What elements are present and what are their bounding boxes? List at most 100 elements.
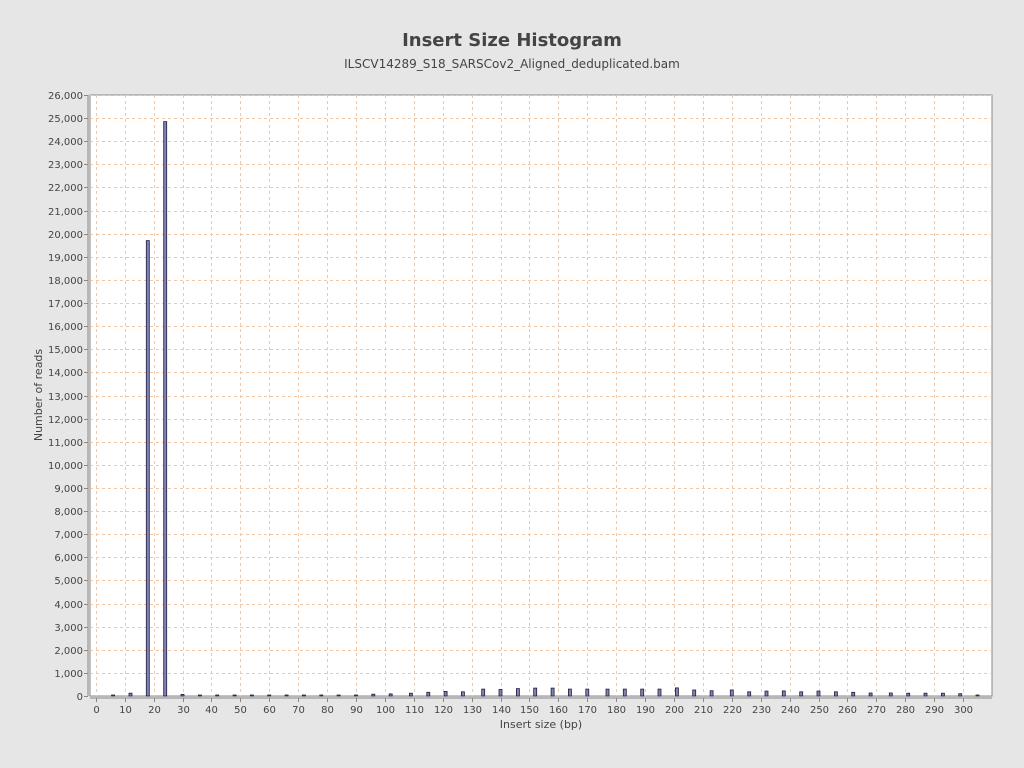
histogram-bar <box>729 689 734 697</box>
y-tick-label: 8,000 <box>54 507 83 518</box>
x-tick-label: 120 <box>434 705 453 716</box>
histogram-bar <box>657 688 662 697</box>
y-tick-label: 25,000 <box>48 114 83 125</box>
histogram-bar <box>747 691 752 697</box>
y-tick-label: 21,000 <box>48 207 83 218</box>
x-tick-label: 0 <box>93 705 99 716</box>
x-tick-label: 20 <box>148 705 161 716</box>
histogram-bar <box>481 688 486 697</box>
y-tick-label: 0 <box>77 692 83 703</box>
x-tick-label: 280 <box>896 705 915 716</box>
histogram-bar <box>975 694 980 697</box>
histogram-bar <box>923 692 928 697</box>
y-tick-label: 6,000 <box>54 553 83 564</box>
histogram-bar <box>622 688 627 697</box>
x-tick-label: 100 <box>376 705 395 716</box>
y-tick-label: 3,000 <box>54 623 83 634</box>
x-tick-label: 140 <box>492 705 511 716</box>
y-tick-label: 17,000 <box>48 299 83 310</box>
x-tick-label: 170 <box>578 705 597 716</box>
x-tick-label: 80 <box>321 705 334 716</box>
y-tick-label: 10,000 <box>48 461 83 472</box>
histogram-bar <box>426 691 431 697</box>
x-tick-label: 30 <box>177 705 190 716</box>
x-tick-label: 230 <box>752 705 771 716</box>
histogram-bar <box>709 690 714 697</box>
histogram-bar <box>568 688 572 697</box>
x-tick-label: 60 <box>263 705 276 716</box>
y-tick-label: 4,000 <box>54 600 83 611</box>
histogram-bar <box>145 240 150 697</box>
x-tick-label: 300 <box>954 705 973 716</box>
grid-lines <box>90 95 992 696</box>
histogram-bar <box>533 687 538 697</box>
histogram-bar <box>516 688 520 697</box>
y-tick-label: 5,000 <box>54 576 83 587</box>
y-tick-label: 16,000 <box>48 322 83 333</box>
histogram-bar <box>319 694 324 697</box>
histogram-bar <box>215 694 220 697</box>
histogram-bar <box>799 691 804 697</box>
x-tick-label: 210 <box>694 705 713 716</box>
y-tick-label: 26,000 <box>48 91 83 102</box>
y-tick-label: 2,000 <box>54 646 83 657</box>
histogram-bar <box>460 691 465 697</box>
x-tick-label: 10 <box>119 705 132 716</box>
x-tick-label: 190 <box>636 705 655 716</box>
histogram-bar <box>180 694 185 697</box>
histogram-bar <box>163 121 168 697</box>
y-tick-label: 14,000 <box>48 368 83 379</box>
x-tick-label: 40 <box>205 705 218 716</box>
histogram-bar <box>232 694 237 697</box>
x-axis-label: Insert size (bp) <box>500 718 582 731</box>
x-tick-label: 200 <box>665 705 684 716</box>
histogram-bar <box>585 688 590 697</box>
plot-area <box>89 94 993 697</box>
histogram-bar <box>834 691 838 697</box>
histogram-bar <box>128 692 133 697</box>
x-tick-label: 270 <box>867 705 886 716</box>
x-tick-label: 50 <box>234 705 247 716</box>
x-tick-label: 70 <box>292 705 305 716</box>
histogram-bar <box>267 694 272 697</box>
histogram-bar <box>388 693 393 697</box>
histogram-bar <box>941 692 945 697</box>
y-tick-label: 9,000 <box>54 484 83 495</box>
histogram-bar <box>781 690 786 697</box>
y-tick-label: 1,000 <box>54 669 83 680</box>
histogram-bar <box>888 692 893 697</box>
y-tick-label: 12,000 <box>48 415 83 426</box>
histogram-bar <box>868 692 873 697</box>
chart-subtitle: ILSCV14289_S18_SARSCov2_Aligned_deduplic… <box>344 57 680 71</box>
histogram-bar <box>851 691 856 697</box>
x-tick-label: 260 <box>838 705 857 716</box>
histogram-bar <box>816 690 821 697</box>
histogram-bar <box>958 693 963 697</box>
histogram-bar <box>284 694 289 697</box>
histogram-bar <box>498 689 503 697</box>
histogram-bar <box>354 694 358 697</box>
x-tick-label: 110 <box>405 705 424 716</box>
y-axis-label: Number of reads <box>32 349 45 442</box>
histogram-bar <box>640 688 645 697</box>
histogram-bar <box>249 694 254 697</box>
histogram-bar <box>197 694 202 697</box>
y-tick-label: 24,000 <box>48 137 83 148</box>
histogram-bar <box>764 690 769 697</box>
x-tick-label: 130 <box>463 705 482 716</box>
x-tick-label: 160 <box>549 705 568 716</box>
x-tick-label: 240 <box>781 705 800 716</box>
histogram-bar <box>675 687 679 697</box>
y-tick-label: 23,000 <box>48 160 83 171</box>
y-tick-label: 18,000 <box>48 276 83 287</box>
x-tick-label: 150 <box>520 705 539 716</box>
x-tick-label: 90 <box>350 705 363 716</box>
histogram-bar <box>111 694 115 697</box>
x-tick-label: 180 <box>607 705 626 716</box>
bars <box>111 121 980 697</box>
y-tick-label: 13,000 <box>48 392 83 403</box>
y-axis-ticks: 0 1,000 2,000 3,000 4,000 5,000 6,000 7,000 8,00… <box>48 91 88 703</box>
y-tick-label: 22,000 <box>48 183 83 194</box>
histogram-bar <box>371 693 376 697</box>
